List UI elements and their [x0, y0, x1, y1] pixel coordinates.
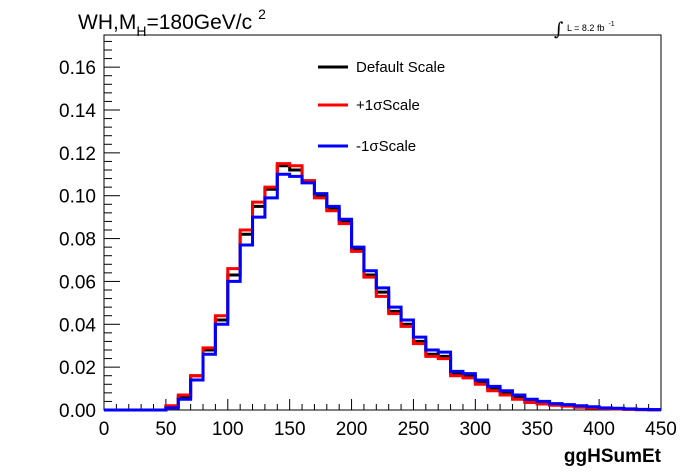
x-tick-label: 0: [99, 419, 110, 440]
title-subscript: H: [136, 23, 146, 39]
y-tick-label: 0.08: [59, 230, 96, 251]
series-line-1-scale: [104, 162, 661, 412]
y-tick-label: 0.00: [59, 401, 96, 422]
axis-tick-labels: 0 50 100 150 200 250 300 350 400 450 0.00 0.02 0.04 0…: [59, 58, 677, 440]
x-axis-title: ggHSumEt: [564, 446, 662, 467]
lumi-label: L = 8.2 fb -1: [567, 21, 615, 33]
x-tick-label: 450: [645, 419, 677, 440]
x-tick-label: 200: [336, 419, 368, 440]
x-tick-label: 300: [459, 419, 491, 440]
series-line-1-scale: [104, 172, 661, 412]
lumi-superscript: -1: [608, 21, 614, 28]
x-tick-label: 50: [155, 419, 176, 440]
legend-entry: Default Scale: [356, 59, 445, 76]
title-base: WH,M: [78, 11, 136, 34]
y-tick-label: 0.10: [59, 187, 96, 208]
x-tick-label: 250: [398, 419, 430, 440]
lumi-text: L = 8.2 fb: [567, 23, 604, 33]
y-tick-label: 0.12: [59, 144, 96, 165]
lumi-integral-sign: ∫: [554, 19, 564, 40]
y-tick-label: 0.04: [59, 315, 96, 336]
y-tick-label: 0.16: [59, 58, 96, 79]
legend: Default Scale +1σScale -1σScale: [318, 59, 445, 155]
legend-entry: +1σScale: [356, 97, 420, 114]
x-tick-label: 400: [583, 419, 615, 440]
legend-entry: -1σScale: [356, 138, 416, 155]
x-tick-label: 350: [521, 419, 553, 440]
series-layer: [104, 162, 661, 412]
y-tick-label: 0.14: [59, 101, 96, 122]
y-tick-label: 0.06: [59, 272, 96, 293]
title-mid: =180GeV/c: [146, 11, 252, 34]
x-tick-label: 150: [274, 419, 306, 440]
x-tick-label: 100: [212, 419, 244, 440]
y-tick-label: 0.02: [59, 358, 96, 379]
plot-frame: [103, 34, 662, 411]
title-superscript: 2: [258, 6, 266, 22]
chart-title: WH,MH=180GeV/c 2: [78, 6, 266, 39]
